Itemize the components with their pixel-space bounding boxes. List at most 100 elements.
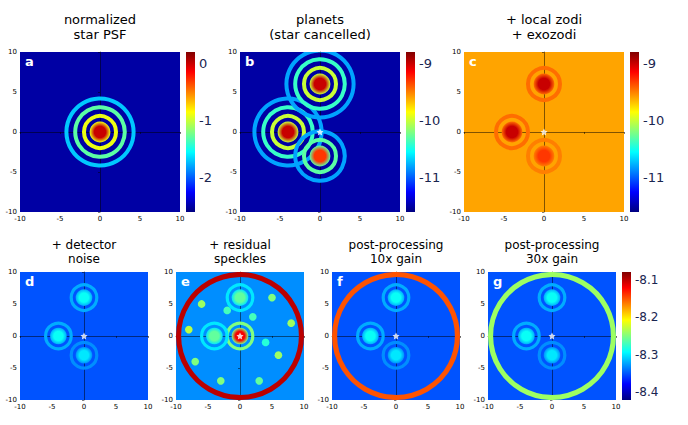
svg-text:0: 0	[394, 403, 398, 411]
svg-text:f: f	[337, 274, 343, 289]
svg-text:-5: -5	[166, 364, 173, 372]
svg-text:+ local zodi: + local zodi	[506, 12, 582, 27]
svg-text:10: 10	[8, 268, 17, 276]
svg-text:5: 5	[582, 403, 586, 411]
svg-text:-5: -5	[10, 364, 17, 372]
svg-text:5: 5	[13, 88, 17, 96]
svg-text:-5: -5	[454, 168, 461, 176]
svg-text:10: 10	[164, 268, 173, 276]
svg-text:30x gain: 30x gain	[526, 252, 578, 266]
svg-text:0: 0	[550, 403, 554, 411]
svg-text:-10: -10	[326, 403, 337, 411]
svg-text:noise: noise	[68, 252, 100, 266]
svg-text:0: 0	[233, 128, 237, 136]
svg-text:normalized: normalized	[64, 12, 136, 27]
svg-text:5: 5	[426, 403, 430, 411]
svg-text:0: 0	[169, 332, 173, 340]
svg-text:-8.2: -8.2	[635, 310, 658, 324]
svg-text:10: 10	[300, 403, 309, 411]
svg-text:-9: -9	[643, 56, 656, 71]
svg-text:10: 10	[620, 215, 629, 223]
svg-text:planets: planets	[296, 12, 344, 27]
svg-text:5: 5	[457, 88, 461, 96]
svg-text:0: 0	[82, 403, 86, 411]
svg-text:-5: -5	[57, 215, 64, 223]
svg-text:-5: -5	[10, 168, 17, 176]
svg-text:5: 5	[481, 300, 485, 308]
svg-text:-10: -10	[449, 208, 461, 216]
svg-text:e: e	[181, 274, 190, 289]
svg-text:-8.1: -8.1	[635, 273, 658, 287]
svg-text:post-processing: post-processing	[505, 238, 600, 252]
svg-text:-11: -11	[419, 170, 440, 185]
svg-text:-8.3: -8.3	[635, 348, 658, 362]
svg-text:10: 10	[612, 403, 621, 411]
svg-text:-10: -10	[170, 403, 181, 411]
svg-text:-10: -10	[14, 403, 25, 411]
svg-text:10x gain: 10x gain	[370, 252, 422, 266]
svg-text:-10: -10	[14, 215, 25, 223]
svg-text:-5: -5	[322, 364, 329, 372]
svg-text:+ detector: + detector	[52, 238, 117, 252]
svg-text:-5: -5	[205, 403, 212, 411]
svg-text:0: 0	[238, 403, 242, 411]
svg-text:5: 5	[270, 403, 274, 411]
svg-text:10: 10	[8, 48, 17, 56]
svg-text:0: 0	[98, 215, 102, 223]
svg-text:a: a	[25, 54, 34, 69]
svg-text:10: 10	[144, 403, 153, 411]
svg-text:-1: -1	[199, 113, 212, 128]
svg-text:0: 0	[325, 332, 329, 340]
svg-text:10: 10	[476, 268, 485, 276]
svg-text:5: 5	[13, 300, 17, 308]
svg-text:-10: -10	[234, 215, 245, 223]
svg-text:g: g	[493, 274, 502, 289]
svg-text:10: 10	[320, 268, 329, 276]
svg-text:-8.4: -8.4	[635, 385, 658, 399]
svg-text:b: b	[245, 54, 254, 69]
svg-text:-5: -5	[49, 403, 56, 411]
svg-text:-10: -10	[458, 215, 469, 223]
svg-text:-5: -5	[230, 168, 237, 176]
svg-text:-10: -10	[5, 208, 17, 216]
svg-text:0: 0	[318, 215, 322, 223]
svg-text:0: 0	[457, 128, 461, 136]
svg-text:-5: -5	[478, 364, 485, 372]
svg-text:5: 5	[325, 300, 329, 308]
svg-text:-10: -10	[419, 113, 440, 128]
svg-text:0: 0	[542, 215, 546, 223]
svg-text:-10: -10	[482, 403, 493, 411]
svg-text:+ residual: + residual	[209, 238, 270, 252]
svg-text:10: 10	[176, 215, 185, 223]
svg-text:0: 0	[13, 332, 17, 340]
svg-text:-10: -10	[225, 208, 237, 216]
svg-text:5: 5	[582, 215, 586, 223]
svg-text:-9: -9	[419, 56, 432, 71]
svg-text:-5: -5	[277, 215, 284, 223]
svg-text:star PSF: star PSF	[74, 27, 127, 42]
svg-text:d: d	[25, 274, 34, 289]
svg-text:0: 0	[13, 128, 17, 136]
svg-text:5: 5	[114, 403, 118, 411]
svg-text:0: 0	[481, 332, 485, 340]
svg-text:5: 5	[358, 215, 362, 223]
svg-text:10: 10	[452, 48, 461, 56]
svg-text:5: 5	[233, 88, 237, 96]
svg-text:5: 5	[169, 300, 173, 308]
svg-text:-10: -10	[643, 113, 664, 128]
svg-text:10: 10	[228, 48, 237, 56]
svg-text:post-processing: post-processing	[349, 238, 444, 252]
svg-text:-5: -5	[517, 403, 524, 411]
svg-text:10: 10	[396, 215, 405, 223]
svg-text:-11: -11	[643, 170, 664, 185]
svg-text:0: 0	[199, 56, 207, 71]
svg-text:+ exozodi: + exozodi	[512, 27, 577, 42]
svg-text:-2: -2	[199, 170, 212, 185]
svg-text:10: 10	[456, 403, 465, 411]
svg-text:-5: -5	[501, 215, 508, 223]
svg-text:5: 5	[138, 215, 142, 223]
svg-text:speckles: speckles	[214, 252, 266, 266]
svg-text:(star cancelled): (star cancelled)	[269, 27, 370, 42]
svg-text:c: c	[469, 54, 477, 69]
svg-text:-5: -5	[361, 403, 368, 411]
